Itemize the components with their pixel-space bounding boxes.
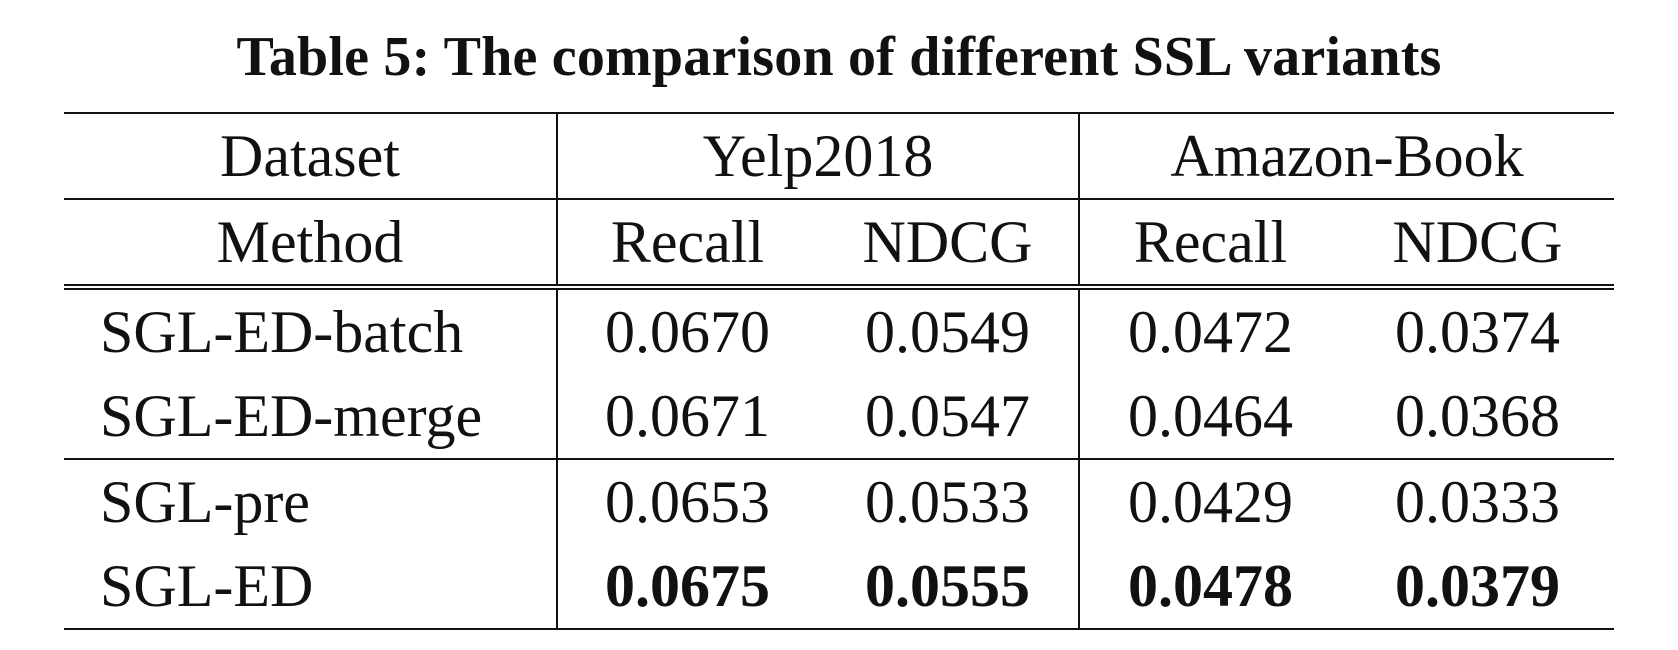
cell-value-best: 0.0555: [817, 544, 1080, 630]
cell-value: 0.0549: [817, 284, 1080, 374]
cell-value-best: 0.0478: [1079, 544, 1341, 630]
results-table: Dataset Yelp2018 Amazon-Book Method Reca…: [64, 112, 1615, 630]
cell-value: 0.0374: [1341, 284, 1615, 374]
dataset-header-row: Dataset Yelp2018 Amazon-Book: [64, 112, 1615, 199]
cell-value: 0.0333: [1341, 458, 1615, 544]
dataset-amazon-book: Amazon-Book: [1079, 112, 1615, 199]
table-row: SGL-ED-batch 0.0670 0.0549 0.0472 0.0374: [64, 284, 1615, 374]
table-row: SGL-ED-merge 0.0671 0.0547 0.0464 0.0368: [64, 374, 1614, 459]
cell-value: 0.0547: [817, 374, 1080, 459]
cell-value-best: 0.0675: [557, 544, 817, 630]
cell-value: 0.0653: [557, 458, 817, 544]
dataset-label: Dataset: [64, 112, 558, 199]
cell-value: 0.0368: [1395, 382, 1560, 449]
metric-yelp-ndcg: NDCG: [817, 198, 1080, 287]
cell-value-best: 0.0379: [1341, 544, 1615, 630]
table-caption: Table 5: The comparison of different SSL…: [236, 26, 1442, 88]
cell-value: 0.0472: [1079, 284, 1341, 374]
method-label: Method: [64, 198, 558, 287]
cell-value: 0.0429: [1079, 458, 1341, 544]
cell-value: 0.0464: [1128, 382, 1293, 449]
cell-value: 0.0671: [605, 382, 770, 449]
metric-amazon-ndcg: NDCG: [1341, 198, 1615, 287]
table-row: SGL-pre 0.0653 0.0533 0.0429 0.0333: [64, 458, 1615, 544]
metric-header-row: Method Recall NDCG Recall NDCG: [64, 198, 1615, 287]
metric-amazon-recall: Recall: [1079, 198, 1341, 287]
results-table-container: Dataset Yelp2018 Amazon-Book Method Reca…: [64, 112, 1615, 630]
row-method: SGL-pre: [64, 458, 558, 544]
table-row: SGL-ED 0.0675 0.0555 0.0478 0.0379: [64, 544, 1615, 630]
row-method: SGL-ED-merge: [64, 374, 558, 459]
cell-value: 0.0533: [817, 458, 1080, 544]
row-method: SGL-ED: [64, 544, 558, 630]
row-method: SGL-ED-batch: [64, 284, 558, 374]
cell-value: 0.0670: [557, 284, 817, 374]
metric-yelp-recall: Recall: [557, 198, 817, 287]
dataset-yelp2018: Yelp2018: [557, 112, 1080, 199]
